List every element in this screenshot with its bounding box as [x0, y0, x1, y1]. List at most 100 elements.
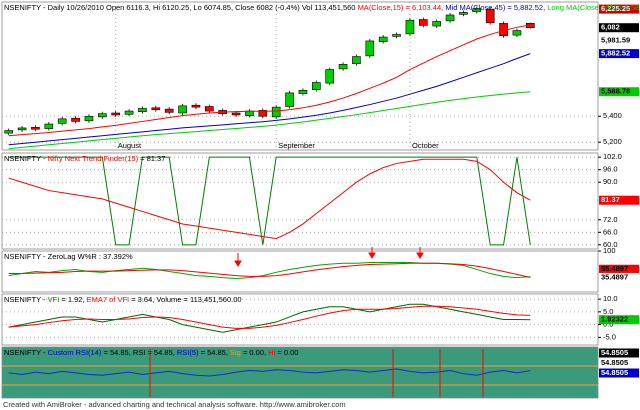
- value-marker-bg: [599, 348, 639, 358]
- title-part: = 0.00,: [241, 348, 268, 357]
- y-tick-label: 60.0: [603, 240, 618, 249]
- pane-title: NSENIFTY - Custom RSI(14) = 54.85, RSI =…: [4, 348, 298, 357]
- title-part: EMA7 of VFI: [87, 295, 130, 304]
- arrow-head: [234, 260, 242, 267]
- title-part: = 81.37: [138, 154, 165, 163]
- pane-title: NSENIFTY - Nifty Next Trend Finder(15) =…: [4, 154, 165, 163]
- y-tick-label: 5.0: [603, 307, 613, 316]
- candle-body: [17, 127, 27, 131]
- candle-body: [124, 110, 134, 115]
- arrow-head: [416, 252, 424, 259]
- candle-body: [164, 108, 174, 113]
- value-marker-bg: [599, 23, 639, 33]
- arrow-head: [368, 252, 376, 259]
- series-line: [8, 303, 531, 333]
- value-marker-label: 6,225.25: [601, 4, 630, 13]
- candle-body: [258, 110, 268, 117]
- series-line: [8, 305, 531, 329]
- pane-title: NSENIFTY - ZeroLag W%R : 37.392%: [4, 252, 133, 261]
- candle-body: [231, 112, 241, 116]
- series-line: [8, 53, 531, 146]
- y-tick-label: 96.0: [603, 165, 618, 174]
- pane: [1, 152, 599, 250]
- candle-body: [111, 112, 121, 116]
- value-marker-label: 5,981.59: [601, 36, 630, 45]
- title-part: Hi: [268, 348, 275, 357]
- candle-body: [405, 19, 415, 35]
- value-marker-label: 54.8505: [601, 348, 628, 357]
- candle-body: [138, 108, 147, 113]
- title-part: Custom RSI(14): [48, 348, 102, 357]
- candle-body: [392, 34, 401, 37]
- title-part: NSENIFTY -: [4, 348, 48, 357]
- y-tick-label: 5,200: [603, 137, 622, 146]
- candle-body: [4, 130, 13, 134]
- y-tick-label: -5.0: [603, 332, 616, 341]
- title-part: = 54.85, RSI = 54.85,: [101, 348, 176, 357]
- candle-body: [285, 92, 294, 107]
- pane-title: NSENIFTY - Daily 10/26/2010 Open 6116.3,…: [4, 3, 640, 12]
- value-marker-bg: [599, 272, 639, 282]
- value-marker-label: 54.8505: [601, 358, 628, 367]
- rsi-decor: [2, 349, 598, 397]
- candle-body: [44, 123, 54, 129]
- x-tick-label: October: [412, 141, 439, 150]
- y-tick-label: 72.0: [603, 215, 618, 224]
- y-tick-label: 90.0: [603, 177, 618, 186]
- candle-body: [271, 106, 281, 118]
- value-marker-label: 5,588.78: [601, 87, 630, 96]
- title-part: RSI(5): [177, 348, 199, 357]
- candle-body: [512, 30, 522, 36]
- candle-body: [445, 14, 455, 22]
- value-marker-label: 6,082: [601, 23, 620, 32]
- series-line: [8, 91, 531, 150]
- title-part: Mid MA(Close,45) = 5,882.52,: [445, 3, 547, 12]
- value-marker-bg: [599, 195, 639, 205]
- value-marker-label: 55.4897: [601, 264, 628, 273]
- y-tick-label: 102.0: [603, 152, 622, 161]
- candle-body: [57, 118, 67, 124]
- candle-body: [84, 115, 94, 122]
- panes: 5,200 5,400 August September October 6,225.25…: [1, 1, 640, 399]
- value-marker-bg: [599, 87, 639, 97]
- candle-body: [178, 105, 187, 114]
- title-part: Long MA(Close,100) = 5,588.78: [547, 3, 640, 12]
- title-part: NSENIFTY - ZeroLag W%R : 37.392%: [4, 252, 133, 261]
- value-marker-bg: [599, 368, 639, 378]
- candle-body: [338, 64, 348, 70]
- value-marker-bg: [599, 358, 639, 368]
- title-part: Sig: [230, 348, 241, 357]
- value-marker-bg: [599, 264, 639, 274]
- candle-body: [418, 19, 428, 26]
- title-part: Nifty Next Trend Finder(15): [48, 154, 139, 163]
- title-part: = 3.64, Volume = 113,451,560.00: [129, 295, 241, 304]
- candle-body: [311, 82, 321, 90]
- series-line: [8, 368, 531, 377]
- title-part: VFI: [48, 295, 60, 304]
- y-tick-label: 10.0: [603, 294, 618, 303]
- y-tick-label: 100: [603, 246, 616, 255]
- title-part: = 0.00: [275, 348, 298, 357]
- series-line: [8, 262, 531, 278]
- title-part: = 54.85,: [199, 348, 230, 357]
- y-tick-label: 5,400: [603, 111, 622, 120]
- value-marker-label: 54.8505: [601, 368, 628, 377]
- pane-title: NSENIFTY - VFI = 1.92, EMA7 of VFI = 3.6…: [4, 295, 242, 304]
- candle-body: [191, 104, 201, 108]
- x-tick-label: August: [118, 141, 142, 150]
- value-marker-bg: [599, 315, 639, 325]
- candle-body: [485, 8, 495, 24]
- title-part: = 1.92,: [59, 295, 86, 304]
- series-line: [8, 156, 531, 246]
- value-marker-label: 5,882.52: [601, 49, 630, 58]
- series-line: [8, 158, 531, 240]
- title-part: NSENIFTY - Daily 10/26/2010 Open 6116.3,…: [4, 3, 358, 12]
- candle-body: [432, 21, 441, 27]
- value-marker-label: 81.37: [601, 195, 620, 204]
- value-marker-bg: [599, 36, 639, 46]
- candle-body: [378, 36, 388, 42]
- candle-body: [31, 126, 40, 130]
- wr-arrows: [234, 247, 424, 267]
- pane: [1, 1, 599, 151]
- candle-body: [325, 69, 334, 84]
